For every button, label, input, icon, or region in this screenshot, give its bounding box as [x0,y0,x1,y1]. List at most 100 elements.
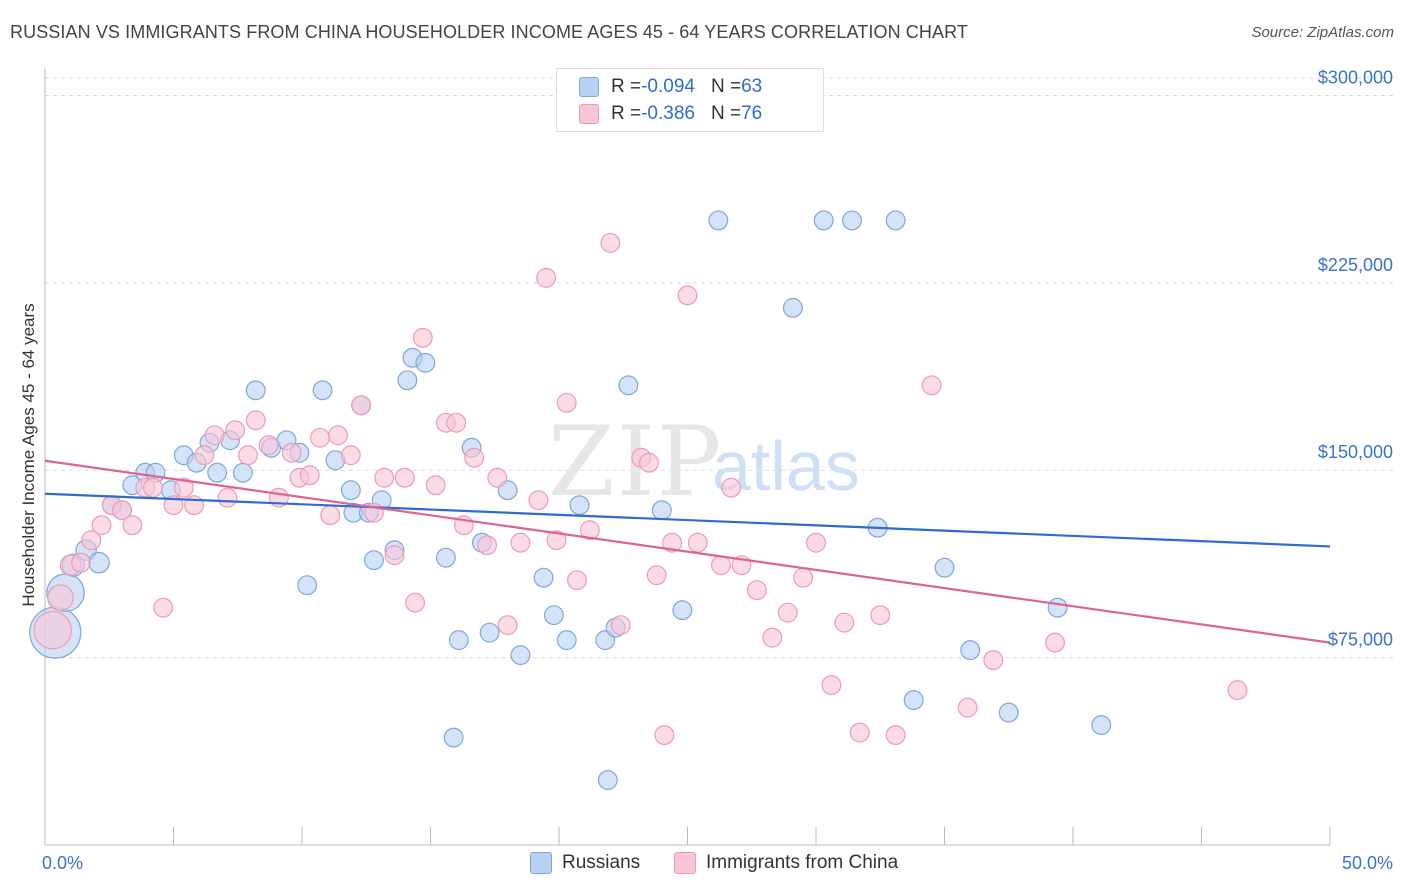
china-point [163,495,184,516]
r-label: R = [611,103,642,124]
china-point [446,412,467,433]
china-point [687,532,708,553]
legend-label-china: Immigrants from China [706,852,899,873]
trend-lines [44,459,1331,644]
china-point [654,725,675,746]
russians-point [651,500,672,521]
china-point [281,442,302,463]
y-tick-label: $150,000 [1318,442,1393,462]
china-point [71,552,91,573]
russians-point [245,380,266,401]
russians-point [397,370,418,391]
china-point [870,605,891,626]
china-point [497,615,518,636]
russians-point [364,550,384,571]
china-point [510,532,531,553]
china-swatch [579,104,599,124]
china-point [153,597,174,618]
china-trend-line [44,459,1331,644]
china-legend-swatch [674,852,696,874]
chart-title: RUSSIAN VS IMMIGRANTS FROM CHINA HOUSEHO… [10,22,968,42]
china-point [194,445,215,466]
china-point [351,395,372,416]
russians-point [443,727,464,748]
russians-trend-line [44,492,1331,548]
n-value: 76 [741,103,763,124]
russians-point [842,210,862,231]
series-russians [29,210,1112,790]
china-point [1227,680,1248,701]
china-point [340,445,361,466]
china-point [394,467,415,488]
china-point [579,520,600,541]
legend-row-russians: R = -0.094 N = 63 [579,74,762,100]
china-point [464,447,485,468]
russians-point [448,630,469,651]
russians-swatch [579,77,599,97]
russians-point [556,630,577,651]
russians-point [1047,597,1068,618]
china-point [310,427,330,448]
china-point [299,465,320,486]
china-point [777,602,798,623]
n-value: 63 [741,76,763,97]
china-point [173,477,194,498]
china-point [646,565,667,586]
legend-label-russians: Russians [562,852,641,873]
russians-point [479,622,500,643]
russians-point [885,210,906,231]
source-label: Source: ZipAtlas.com [1251,24,1394,41]
china-point [983,650,1004,671]
china-point [225,420,246,441]
china-point [662,532,683,553]
china-point [204,425,225,446]
russians-point [312,380,333,401]
y-axis-label: Householder Income Ages 45 - 64 years [19,303,38,606]
china-point [600,232,621,253]
china-point [677,285,698,306]
legend-item-china: Immigrants from China [674,852,898,874]
series-legend: Russians Immigrants from China [0,852,1406,878]
legend-row-china: R = -0.386 N = 76 [579,101,762,127]
china-point [477,535,497,556]
russians-point [618,375,639,396]
russians-point [543,605,564,626]
china-point [536,267,557,288]
russians-point [708,210,729,231]
china-point [142,477,163,498]
russians-point [297,575,318,596]
china-point [806,532,826,553]
n-label: N = [710,103,742,124]
china-point [957,697,978,718]
china-point [425,475,446,496]
russians-point [232,462,253,483]
china-point [81,530,102,551]
china-point [258,435,279,456]
china-point [710,555,731,576]
china-point [245,410,266,431]
russians-point [903,690,924,711]
china-point [112,500,133,521]
axis-labels: $75,000 $150,000 $225,000 $300,000 0.0% 50.0%… [19,67,1393,873]
axes [44,68,1331,846]
china-point [721,477,742,498]
china-point [412,327,433,348]
russians-point [207,462,228,483]
russians-point [782,297,803,318]
russians-point [533,567,554,588]
china-point [528,490,549,511]
russians-point [569,495,590,516]
china-point [821,675,842,696]
r-value: -0.386 [641,103,695,124]
china-point [921,375,942,396]
y-tick-label: $300,000 [1318,67,1393,87]
r-label: R = [611,76,642,97]
china-point [374,467,395,488]
china-point [91,515,112,536]
series-immigrants-from-china [33,232,1248,746]
russians-point [934,557,955,578]
x-tick-label-min: 0.0% [42,853,83,873]
china-point [217,487,238,508]
china-point [793,567,814,588]
russians-point [435,547,456,568]
